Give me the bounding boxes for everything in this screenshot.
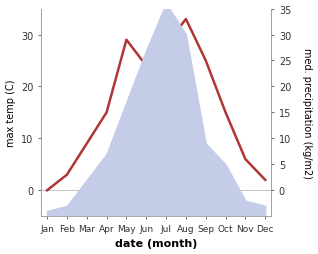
Y-axis label: max temp (C): max temp (C) — [5, 79, 16, 147]
X-axis label: date (month): date (month) — [115, 239, 197, 248]
Y-axis label: med. precipitation (kg/m2): med. precipitation (kg/m2) — [302, 48, 313, 178]
